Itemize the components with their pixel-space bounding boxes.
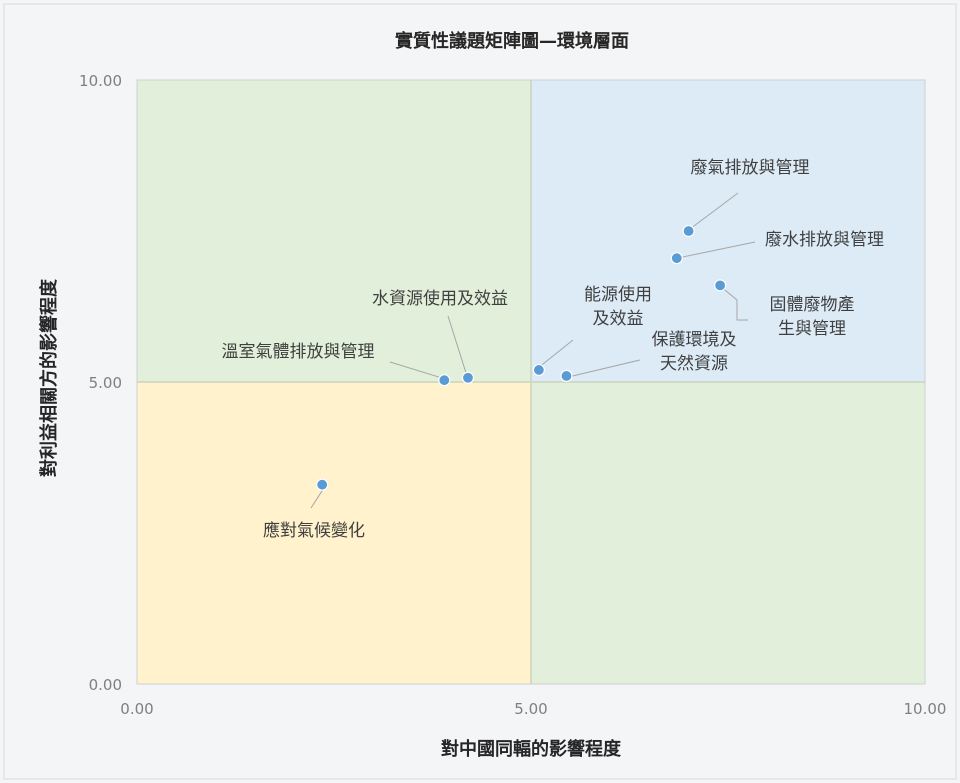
- quadrant-bottom-left: [137, 382, 531, 684]
- data-point[interactable]: 廢氣排放與管理: [682, 224, 695, 238]
- data-label: 保護環境及天然資源: [652, 330, 737, 374]
- plot-area-border: [136, 79, 926, 685]
- data-label-line: 溫室氣體排放與管理: [222, 342, 375, 362]
- data-label-line: 生與管理: [778, 319, 846, 339]
- leader-line: [681, 241, 756, 258]
- leader-line: [310, 490, 323, 509]
- leader-line: [447, 315, 467, 373]
- data-label: 溫室氣體排放與管理: [222, 342, 375, 362]
- data-label-line: 廢水排放與管理: [765, 230, 884, 250]
- chart-title: 實質性議題矩陣圖—環境層面: [395, 30, 629, 52]
- data-point[interactable]: 水資源使用及效益: [461, 371, 475, 384]
- data-label: 廢氣排放與管理: [691, 158, 810, 178]
- data-label-line: 固體廢物產: [770, 295, 855, 315]
- leader-line: [572, 359, 641, 377]
- y-tick-label: 5.00: [89, 374, 122, 392]
- data-label: 廢水排放與管理: [765, 230, 884, 250]
- quadrant-top-left: [137, 80, 531, 382]
- data-point[interactable]: 溫室氣體排放與管理: [438, 374, 451, 387]
- data-point[interactable]: 應對氣候變化: [316, 478, 329, 491]
- y-axis-title: 對利益相關方的影響程度: [38, 278, 60, 477]
- quadrant-bottom-right: [531, 382, 925, 684]
- y-tick-label: 0.00: [89, 676, 122, 694]
- data-label-line: 能源使用: [584, 284, 652, 305]
- data-point[interactable]: 能源使用及效益: [532, 363, 545, 377]
- y-tick-label: 10.00: [79, 72, 122, 90]
- data-label-line: 廢氣排放與管理: [691, 158, 810, 178]
- leader-line: [723, 288, 748, 321]
- data-label-line: 水資源使用及效益: [372, 288, 508, 309]
- data-label: 固體廢物產生與管理: [770, 295, 855, 339]
- data-label-line: 天然資源: [660, 354, 728, 374]
- data-label: 水資源使用及效益: [372, 288, 508, 309]
- data-label-line: 應對氣候變化: [263, 520, 365, 541]
- x-tick-label: 5.00: [514, 700, 547, 718]
- data-label: 應對氣候變化: [263, 520, 365, 541]
- x-tick-label: 0.00: [120, 700, 153, 718]
- data-label-line: 保護環境及: [652, 330, 737, 350]
- leader-line: [692, 192, 739, 228]
- data-point[interactable]: 廢水排放與管理: [670, 252, 683, 265]
- leader-line: [541, 339, 574, 366]
- data-label: 能源使用及效益: [584, 284, 652, 329]
- data-point[interactable]: 固體廢物產生與管理: [714, 279, 727, 292]
- data-label-line: 及效益: [593, 309, 644, 329]
- leader-line: [389, 361, 440, 378]
- x-axis-title: 對中國同輻的影響程度: [441, 738, 622, 760]
- data-point[interactable]: 保護環境及天然資源: [560, 369, 573, 383]
- x-tick-label: 10.00: [904, 700, 947, 718]
- quadrant-top-right: [531, 80, 925, 382]
